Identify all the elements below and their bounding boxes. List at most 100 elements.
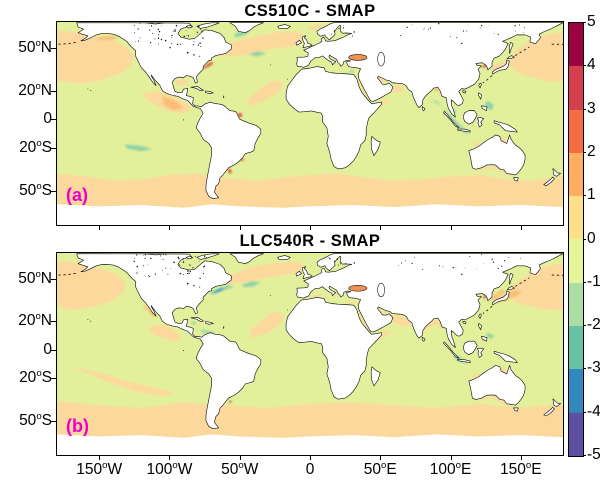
colorbar-tick-label-10: -5 xyxy=(587,446,600,463)
anomaly-patch-orange xyxy=(175,78,190,86)
colorbar-segment-6 xyxy=(569,282,583,327)
island xyxy=(481,335,488,342)
anomaly-patch-orange xyxy=(356,79,372,101)
island xyxy=(478,82,482,89)
island-chains xyxy=(58,272,563,332)
island xyxy=(196,253,220,260)
colorbar-tick xyxy=(583,368,586,370)
colorbar-segment-3 xyxy=(569,152,583,197)
land-layer xyxy=(76,22,563,199)
island xyxy=(552,168,561,177)
island xyxy=(185,24,193,29)
anomaly-patch-red xyxy=(237,112,243,118)
island xyxy=(204,321,214,325)
colorbar-tick xyxy=(583,325,586,327)
anomaly-patch-orange xyxy=(345,301,358,305)
island xyxy=(301,35,313,49)
colorbar-tick-label-8: -3 xyxy=(587,359,600,377)
x-axis-tick xyxy=(380,226,382,230)
x-axis-tick xyxy=(520,226,522,230)
map-panel-a xyxy=(56,21,564,226)
x-axis-tick xyxy=(380,456,382,460)
colorbar-segment-9 xyxy=(569,412,583,456)
y-tick-label-b-3: 20oS xyxy=(19,368,52,387)
anomaly-patch-orange xyxy=(307,24,330,31)
x-axis-tick xyxy=(99,226,101,230)
anomaly-patch-red xyxy=(434,88,438,91)
x-axis-tick xyxy=(239,456,241,460)
anomaly-patch-orange_deep xyxy=(492,289,506,300)
anomaly-patch-orange xyxy=(249,311,285,339)
lake-speckles xyxy=(87,22,526,121)
x-tick-label-0: 150oW xyxy=(76,459,123,478)
island xyxy=(190,86,204,92)
island xyxy=(421,336,426,342)
x-tick-label-5: 100oE xyxy=(429,459,472,478)
island xyxy=(462,340,478,356)
island xyxy=(295,39,302,46)
y-axis-tick xyxy=(51,190,56,192)
island xyxy=(543,407,555,417)
x-axis-tick xyxy=(99,456,101,460)
continent xyxy=(76,22,262,199)
world-map-panel-a xyxy=(57,22,563,225)
anomaly-patch-orange xyxy=(57,30,135,84)
caspian-sea xyxy=(377,282,385,298)
anomaly-patch-orange xyxy=(508,57,521,68)
continent xyxy=(296,22,563,118)
y-tick-label-b-2: 0 xyxy=(43,340,52,358)
anomaly-patch-orange xyxy=(356,309,372,332)
anomaly-patch-orange_deep xyxy=(162,96,184,111)
island xyxy=(481,105,488,111)
anomaly-patch-orange xyxy=(471,142,482,148)
colorbar-tick-label-2: 3 xyxy=(587,99,596,117)
island xyxy=(443,111,460,129)
colorbar-segment-1 xyxy=(569,66,583,110)
panel-a-corner-label: (a) xyxy=(66,185,88,205)
continent xyxy=(76,253,262,430)
continent xyxy=(285,297,382,400)
anomaly-patch-orange xyxy=(508,32,563,83)
island xyxy=(513,407,519,412)
anomaly-patch-orange xyxy=(473,396,517,408)
no-data-southern-band xyxy=(57,204,563,225)
anomaly-patch-teal xyxy=(200,329,216,335)
island xyxy=(462,90,467,94)
continent xyxy=(229,22,264,34)
x-axis-tick xyxy=(169,226,171,230)
ocean-anomaly-layer xyxy=(57,24,563,208)
anomaly-patch-orange xyxy=(57,32,88,43)
no-data-southern-band xyxy=(57,434,563,455)
x-axis-tick xyxy=(169,456,171,460)
island xyxy=(476,117,484,128)
island xyxy=(476,347,484,358)
y-tick-label-b-1: 20oN xyxy=(18,311,52,330)
island xyxy=(478,323,482,331)
island xyxy=(457,359,471,363)
anomaly-patch-orange xyxy=(377,99,392,108)
anomaly-patch-orange xyxy=(64,363,177,397)
island xyxy=(462,320,467,325)
anomaly-patch-blue xyxy=(212,287,225,294)
island xyxy=(493,350,518,363)
anomaly-patch-orange xyxy=(508,262,563,310)
colorbar-tick xyxy=(583,238,586,240)
world-map-panel-b xyxy=(57,253,563,455)
island xyxy=(492,59,510,75)
island xyxy=(277,24,291,29)
y-tick-label-b-4: 50oS xyxy=(19,410,52,429)
colorbar-tick-label-1: 4 xyxy=(587,56,596,74)
island xyxy=(196,22,220,29)
y-axis-tick xyxy=(51,349,56,351)
anomaly-patch-orange xyxy=(378,307,389,314)
colorbar-tick xyxy=(583,455,586,456)
island xyxy=(277,255,291,260)
island xyxy=(508,41,514,54)
x-tick-label-6: 150oE xyxy=(500,459,542,478)
anomaly-patch-orange xyxy=(473,166,517,178)
anomaly-patch-teal xyxy=(248,51,267,57)
colorbar-segment-8 xyxy=(569,369,583,413)
anomaly-patch-orange xyxy=(57,400,563,438)
colorbar-tick-label-6: -1 xyxy=(587,272,600,290)
